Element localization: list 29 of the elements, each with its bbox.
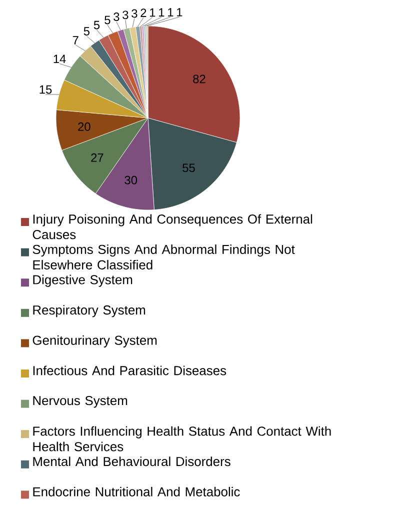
data-label: 1: [177, 8, 182, 16]
data-label: 5: [84, 27, 90, 36]
legend-label: Digestive System: [33, 274, 132, 287]
data-label: 1: [159, 8, 164, 16]
data-label: 7: [72, 36, 78, 44]
legend-label: Endocrine Nutritional And Metabolic: [33, 486, 240, 496]
data-label: 20: [78, 122, 90, 131]
data-label: 82: [193, 74, 206, 84]
data-label: 30: [124, 176, 138, 184]
data-label: 3: [132, 9, 138, 18]
legend-label: Factors Influencing Health Status And Contact With Health Services: [33, 426, 331, 452]
legend-label: Genitourinary System: [32, 335, 157, 348]
legend-label: Infectious And Parasitic Diseases: [33, 366, 226, 376]
data-label: 2: [140, 8, 146, 17]
data-label: 5: [94, 20, 100, 30]
data-label: 3: [122, 10, 128, 20]
data-label: 15: [40, 85, 52, 94]
legend-label: Nervous System: [33, 396, 128, 408]
legend-label: Symptoms Signs And Abnormal Findings Not Elsewhere Classified: [32, 244, 295, 270]
data-label: 1: [168, 8, 174, 16]
data-label: 1: [150, 8, 156, 17]
legend-label: Respiratory System: [33, 305, 146, 318]
data-label: 3: [114, 12, 120, 22]
data-label: 14: [54, 54, 66, 63]
legend-label: Mental And Behavioural Disorders: [33, 456, 230, 466]
data-label: 5: [104, 16, 110, 24]
data-label: 27: [91, 153, 104, 162]
data-label: 55: [182, 164, 195, 172]
legend-label: Injury Poisoning And Consequences Of External Causes: [32, 214, 312, 240]
